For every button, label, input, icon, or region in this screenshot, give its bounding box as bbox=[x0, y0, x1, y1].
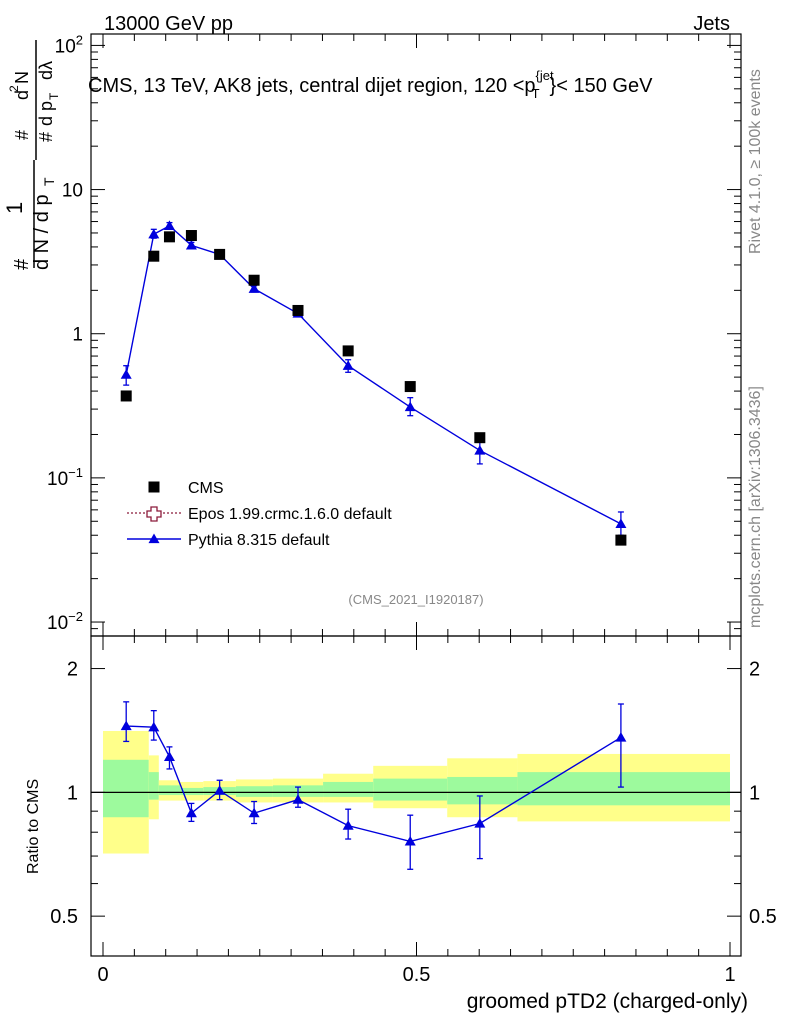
pythia-point bbox=[163, 220, 175, 230]
title-p: p bbox=[524, 75, 535, 97]
svg-text:#: # bbox=[12, 130, 32, 140]
energy-label: 13000 GeV pp bbox=[104, 13, 233, 35]
cms-data-point bbox=[474, 432, 486, 444]
cms-data-point bbox=[120, 390, 132, 402]
ratio-pythia-point bbox=[292, 794, 304, 804]
rivet-version-label: Rivet 4.1.0, ≥ 100k events bbox=[747, 69, 764, 254]
title-suffix: }< 150 GeV bbox=[550, 75, 654, 97]
cms-data-point bbox=[185, 230, 197, 242]
cms-data-point bbox=[163, 231, 175, 243]
ratio-y-tick-label-right: 0.5 bbox=[749, 906, 777, 928]
analysis-watermark: (CMS_2021_I1920187) bbox=[348, 592, 483, 607]
axis-ticks bbox=[91, 34, 741, 957]
ratio-pythia-point bbox=[474, 817, 486, 828]
x-axis-label: groomed pTD2 (charged-only) bbox=[467, 990, 748, 1013]
green-band-bin bbox=[180, 787, 204, 796]
svg-text:T: T bbox=[47, 92, 61, 100]
ratio-pythia-point bbox=[163, 751, 175, 761]
ratio-y-label: Ratio to CMS bbox=[25, 779, 42, 874]
legend-label: Pythia 8.315 default bbox=[188, 532, 330, 549]
plot-title: CMS, 13 TeV, AK8 jets, central dijet reg… bbox=[88, 68, 653, 101]
x-tick-label: 0.5 bbox=[403, 964, 431, 986]
green-band-bin bbox=[517, 772, 730, 806]
cms-data-point bbox=[214, 248, 226, 260]
main-plot-series bbox=[120, 220, 627, 546]
svg-text:#: # bbox=[11, 258, 33, 270]
ratio-plot-series bbox=[120, 701, 627, 870]
mc-uncertainty-bands bbox=[91, 730, 741, 854]
main-y-tick-label: 10−1 bbox=[47, 465, 83, 490]
ratio-pythia-point bbox=[342, 820, 354, 830]
title-superscript: {jet bbox=[536, 68, 554, 83]
y-axis-label-main: # 1 d N / d p T # d 2 N # d p T dλ bbox=[2, 40, 61, 270]
legend: CMS Epos 1.99.crmc.1.6.0 default Pythia 8.… bbox=[127, 480, 392, 549]
main-y-tick-label: 1 bbox=[72, 325, 83, 346]
pythia-point bbox=[615, 518, 627, 528]
legend-label: Epos 1.99.crmc.1.6.0 default bbox=[188, 506, 392, 523]
ratio-y-tick-label-left: 1 bbox=[67, 782, 78, 804]
legend-epos-marker bbox=[146, 506, 162, 522]
green-band-bin bbox=[235, 786, 273, 797]
svg-text:d: d bbox=[12, 90, 32, 100]
title-subscript: T bbox=[532, 86, 540, 101]
ratio-pythia-point bbox=[185, 807, 197, 818]
svg-text:T: T bbox=[41, 177, 57, 186]
green-band-bin bbox=[323, 781, 374, 797]
green-band-bin bbox=[158, 785, 181, 796]
cms-data-point bbox=[248, 274, 260, 286]
legend-pythia-marker bbox=[148, 533, 160, 544]
main-y-tick-label: 10−2 bbox=[47, 609, 83, 634]
ratio-y-tick-label-right: 2 bbox=[749, 659, 760, 681]
main-y-tick-label: 10 bbox=[62, 181, 83, 202]
svg-text:#: # bbox=[36, 132, 56, 142]
pythia-point bbox=[342, 360, 354, 370]
ratio-pythia-point bbox=[615, 731, 627, 742]
title-main: CMS, 13 TeV, AK8 jets, central dijet reg… bbox=[88, 75, 524, 97]
svg-text:d N / d p: d N / d p bbox=[31, 194, 53, 270]
ratio-pythia-point bbox=[148, 721, 160, 732]
pythia-point bbox=[185, 239, 197, 250]
green-band-bin bbox=[447, 776, 518, 805]
pythia-point bbox=[120, 369, 132, 379]
cms-data-point bbox=[342, 345, 354, 357]
pythia-point bbox=[148, 228, 160, 239]
svg-text:dλ: dλ bbox=[36, 61, 56, 80]
x-tick-label: 0 bbox=[97, 964, 108, 986]
green-band-bin bbox=[148, 772, 159, 800]
svg-text:2: 2 bbox=[7, 85, 21, 92]
ratio-y-tick-label-right: 1 bbox=[749, 782, 760, 804]
legend-cms-marker bbox=[148, 481, 160, 493]
cms-data-point bbox=[148, 250, 160, 262]
green-band-bin bbox=[103, 759, 149, 818]
cms-data-point bbox=[615, 534, 627, 546]
cms-data-point bbox=[404, 381, 416, 393]
main-y-tick-label: 102 bbox=[55, 32, 83, 57]
svg-text:d p: d p bbox=[36, 101, 56, 126]
ratio-pythia-point bbox=[120, 720, 132, 731]
ratio-pythia-point bbox=[404, 835, 416, 846]
ratio-y-tick-label-left: 2 bbox=[67, 659, 78, 681]
ratio-y-tick-label-left: 0.5 bbox=[50, 906, 78, 928]
pythia-point bbox=[248, 283, 260, 293]
mcplots-label: mcplots.cern.ch [arXiv:1306.3436] bbox=[747, 386, 764, 628]
category-label: Jets bbox=[693, 13, 730, 35]
svg-text:1: 1 bbox=[2, 202, 27, 214]
axis-tick-labels: 10−2 10−1 1 10 102 0.5 0.5 1 1 2 2 0 0.5 1 bbox=[47, 32, 777, 986]
x-tick-label: 1 bbox=[724, 964, 735, 986]
ratio-pythia-point bbox=[214, 785, 226, 795]
svg-text:N: N bbox=[12, 71, 32, 84]
green-band-bin bbox=[373, 778, 448, 801]
ratio-pythia-point bbox=[248, 807, 260, 818]
pythia-point bbox=[404, 401, 416, 412]
cms-data-point bbox=[292, 304, 304, 316]
pythia-point bbox=[474, 444, 486, 455]
legend-label: CMS bbox=[188, 480, 224, 497]
